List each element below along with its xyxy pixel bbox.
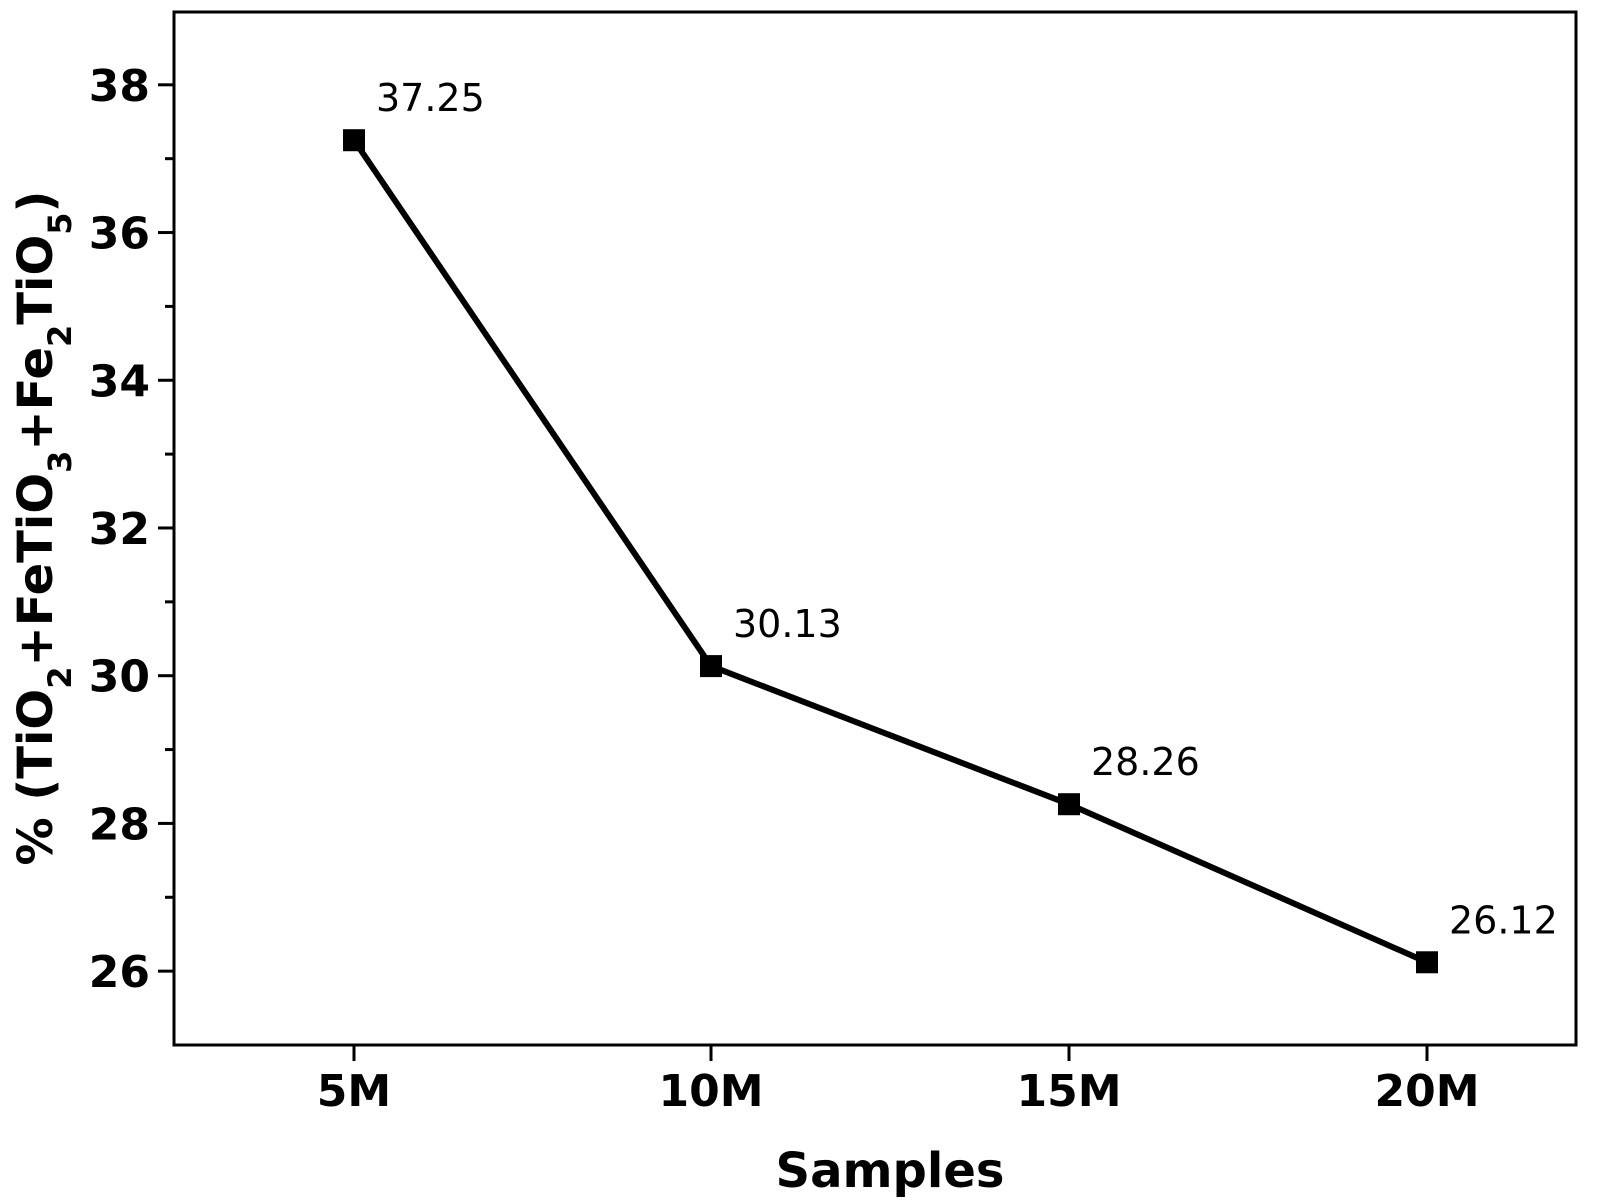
data-label: 26.12 (1449, 898, 1558, 942)
data-point-marker (1058, 793, 1080, 816)
y-tick-label: 26 (89, 947, 150, 998)
data-point-marker (1416, 951, 1438, 974)
y-tick-label: 32 (89, 504, 150, 555)
y-tick-label: 38 (89, 61, 150, 112)
x-axis: 5M 10M 15M 20M (317, 1045, 1480, 1117)
data-label: 28.26 (1091, 740, 1200, 784)
y-tick-label: 30 (89, 652, 150, 703)
x-tick-label: 15M (1016, 1066, 1121, 1117)
y-axis-title: % (TiO2+FeTiO3+Fe2TiO5) (8, 191, 79, 866)
y-tick-label: 34 (89, 356, 150, 407)
data-point-marker (700, 655, 722, 678)
series-line (351, 138, 1429, 966)
y-tick-label: 36 (89, 209, 150, 260)
y-axis: 26 28 30 32 34 36 38 (89, 61, 174, 998)
data-label: 37.25 (376, 76, 485, 120)
x-tick-label: 10M (658, 1066, 763, 1117)
x-tick-label: 20M (1374, 1066, 1479, 1117)
data-point-marker (343, 129, 365, 152)
data-label: 30.13 (733, 602, 842, 646)
x-axis-title: Samples (776, 1143, 1005, 1199)
y-tick-label: 28 (89, 799, 150, 850)
plot-frame (172, 10, 1578, 1047)
data-labels: 37.25 30.13 28.26 26.12 (376, 76, 1558, 942)
series-markers (343, 129, 1438, 974)
x-tick-label: 5M (317, 1066, 391, 1117)
